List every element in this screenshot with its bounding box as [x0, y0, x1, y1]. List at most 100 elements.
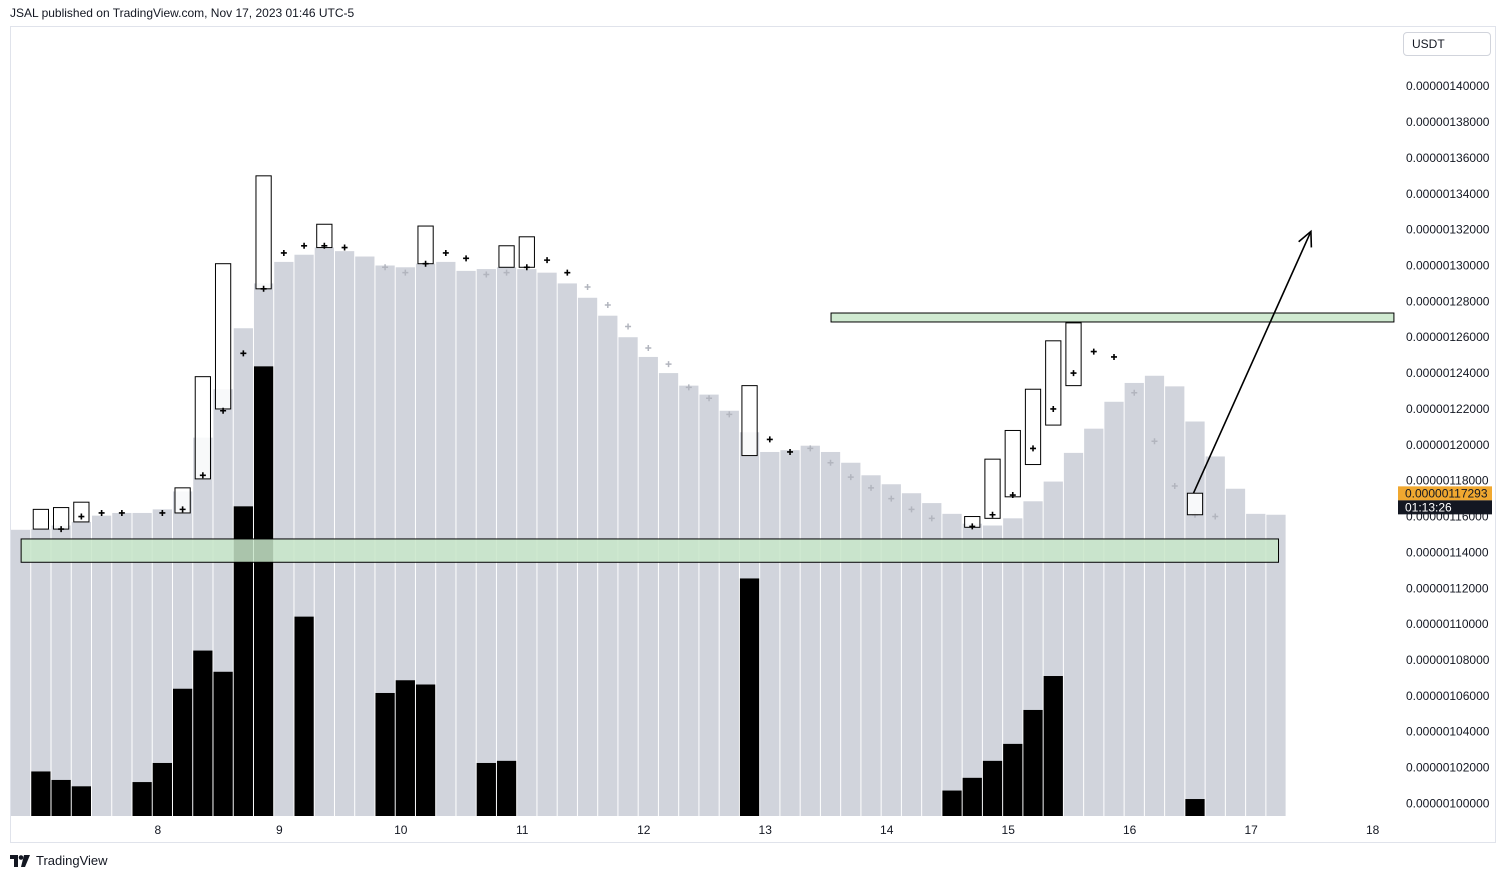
- y-tick-label: 0.00000134000: [1406, 187, 1490, 201]
- gray-cross-marker: [665, 361, 672, 368]
- chart-frame: [10, 26, 1496, 843]
- volume-bar: [152, 762, 172, 816]
- volume-bar: [71, 786, 91, 816]
- gray-cross-marker: [1212, 513, 1219, 520]
- candle: [1045, 340, 1062, 426]
- volume-bar: [213, 671, 233, 816]
- cross-marker: [260, 285, 267, 292]
- candle: [194, 376, 211, 480]
- x-tick-label: 9: [276, 823, 283, 837]
- smoothed-bar: [1124, 382, 1144, 816]
- candle: [417, 225, 434, 265]
- price-axis: 0.000001420000.000001400000.000001380000…: [1406, 43, 1490, 810]
- candle: [32, 508, 49, 530]
- smoothed-bar: [881, 484, 901, 816]
- y-tick-label: 0.00000100000: [1406, 796, 1490, 810]
- x-tick-label: 15: [1002, 823, 1016, 837]
- gray-cross-marker: [706, 395, 713, 402]
- footer-brand[interactable]: TradingView: [36, 853, 108, 868]
- volume-bar: [31, 771, 51, 816]
- gray-cross-marker: [888, 495, 895, 502]
- cross-marker: [523, 264, 530, 271]
- smoothed-bar: [922, 503, 942, 816]
- last-price-text: 0.00000117293: [1405, 486, 1488, 500]
- x-tick-label: 16: [1123, 823, 1137, 837]
- gray-cross-marker: [645, 344, 652, 351]
- y-tick-label: 0.00000122000: [1406, 402, 1490, 416]
- cross-marker: [301, 242, 308, 249]
- gray-cross-marker: [928, 515, 935, 522]
- smoothed-bar: [1165, 386, 1185, 816]
- countdown-text: 01:13:26: [1405, 500, 1452, 514]
- y-tick-label: 0.00000140000: [1406, 79, 1490, 93]
- smoothed-bar: [1225, 488, 1246, 816]
- arrow-line: [1192, 231, 1312, 494]
- cross-marker: [1090, 348, 1097, 355]
- candle: [984, 458, 1001, 519]
- gray-cross-marker: [503, 269, 510, 276]
- volume-bar: [1185, 799, 1205, 816]
- smoothed-bar: [11, 529, 31, 816]
- y-tick-label: 0.00000114000: [1406, 545, 1489, 559]
- cross-marker: [1070, 370, 1077, 377]
- smoothed-bar: [1266, 514, 1286, 816]
- gray-cross-marker: [807, 445, 814, 452]
- candles-layer: [32, 175, 1204, 530]
- smoothed-bar: [679, 385, 699, 816]
- volume-bar: [233, 506, 253, 816]
- smoothed-bar: [982, 525, 1003, 816]
- cross-layer: [58, 242, 1118, 533]
- volume-bar: [132, 782, 152, 816]
- gray-cross-marker: [1171, 483, 1178, 490]
- cross-marker: [341, 244, 348, 251]
- smoothed-bar: [1205, 456, 1225, 816]
- smoothed-bar: [1246, 513, 1266, 816]
- volume-bar: [193, 650, 213, 816]
- smoothed-bar: [1063, 452, 1084, 816]
- smoothed-bar: [820, 451, 841, 816]
- x-tick-label: 8: [154, 823, 161, 837]
- x-tick-label: 10: [394, 823, 408, 837]
- gray-cross-layer: [382, 264, 1219, 522]
- smoothed-bar: [1003, 518, 1023, 816]
- candle: [518, 236, 535, 268]
- volume-bar: [739, 578, 760, 816]
- x-tick-label: 11: [516, 823, 529, 837]
- smoothed-bar: [962, 523, 982, 816]
- y-tick-label: 0.00000126000: [1406, 330, 1490, 344]
- gray-cross-marker: [382, 264, 389, 271]
- smoothed-bar: [355, 256, 375, 816]
- volume-bar: [253, 366, 274, 816]
- smoothed-bar: [1185, 421, 1205, 816]
- gray-cross-marker: [584, 284, 591, 291]
- smoothed-bar: [800, 445, 820, 816]
- candle: [741, 385, 758, 457]
- gray-cross-marker: [1151, 438, 1158, 445]
- resistance-zone: [830, 312, 1395, 323]
- gray-cross-marker: [726, 411, 733, 418]
- currency-selector[interactable]: USDT: [1403, 32, 1491, 56]
- gray-cross-marker: [402, 269, 409, 276]
- smoothed-bar: [598, 315, 618, 816]
- cross-marker: [220, 407, 227, 414]
- y-tick-label: 0.00000120000: [1406, 438, 1490, 452]
- y-tick-label: 0.00000128000: [1406, 294, 1490, 308]
- smoothed-bar: [861, 475, 881, 816]
- smoothed-bar: [334, 251, 355, 817]
- smoothed-bar: [112, 512, 132, 816]
- cross-marker: [1030, 445, 1037, 452]
- time-axis: 8 9 10 11 12 13 14 15 16 17 18: [154, 823, 1379, 837]
- gray-cross-marker: [827, 459, 834, 466]
- y-tick-label: 0.00000106000: [1406, 689, 1490, 703]
- gray-cross-marker: [483, 271, 490, 278]
- volume-layer: [31, 366, 1205, 816]
- x-tick-label: 12: [637, 823, 651, 837]
- gray-cross-marker: [625, 323, 632, 330]
- volume-bar: [1023, 709, 1043, 816]
- y-tick-label: 0.00000102000: [1406, 761, 1490, 775]
- y-tick-label: 0.00000124000: [1406, 366, 1490, 380]
- smoothed-bar: [1104, 401, 1124, 816]
- candle: [1186, 492, 1204, 516]
